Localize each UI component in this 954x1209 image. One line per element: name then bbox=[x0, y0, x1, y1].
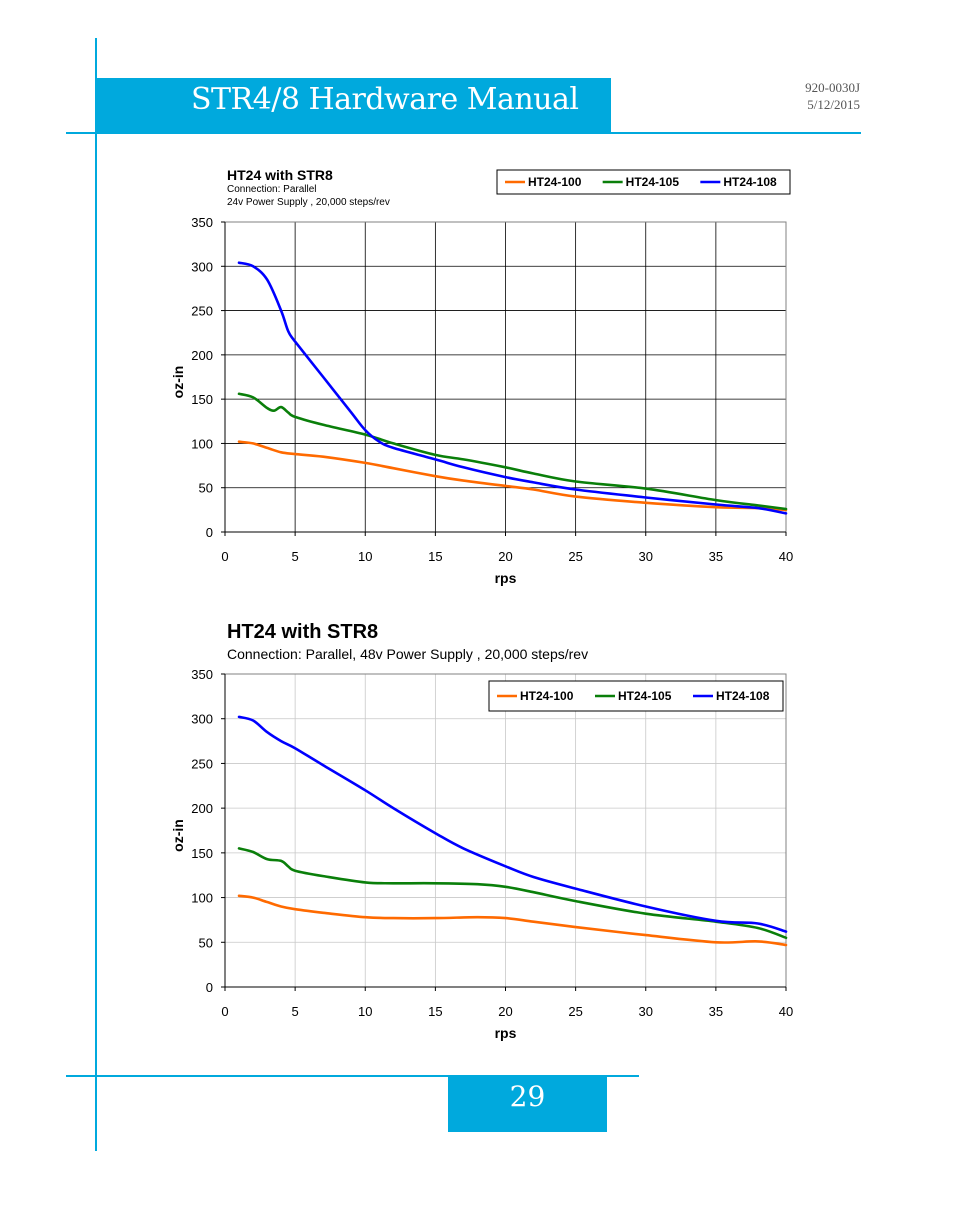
x-tick-label: 0 bbox=[221, 549, 228, 564]
header-banner: STR4/8 Hardware Manual bbox=[97, 78, 611, 133]
y-tick-label: 350 bbox=[191, 667, 213, 682]
footer-rule bbox=[66, 1075, 639, 1077]
x-tick-label: 30 bbox=[639, 549, 653, 564]
chart-title: HT24 with STR8 bbox=[227, 621, 378, 643]
x-tick-label: 15 bbox=[428, 549, 442, 564]
y-tick-label: 250 bbox=[191, 756, 213, 771]
y-tick-label: 250 bbox=[191, 304, 213, 319]
manual-title: STR4/8 Hardware Manual bbox=[191, 82, 579, 117]
legend-label-ht24-108: HT24-108 bbox=[716, 689, 770, 703]
doc-number: 920-0030J bbox=[805, 80, 860, 95]
y-tick-label: 100 bbox=[191, 436, 213, 451]
x-axis-label: rps bbox=[495, 570, 517, 586]
chart-subtitle: 24v Power Supply , 20,000 steps/rev bbox=[227, 197, 390, 208]
y-axis-label: oz-in bbox=[170, 819, 186, 852]
x-tick-label: 40 bbox=[779, 1004, 793, 1019]
y-tick-label: 200 bbox=[191, 801, 213, 816]
y-tick-label: 300 bbox=[191, 259, 213, 274]
doc-date: 5/12/2015 bbox=[807, 97, 860, 112]
x-tick-label: 40 bbox=[779, 549, 793, 564]
x-tick-label: 10 bbox=[358, 549, 372, 564]
y-tick-label: 200 bbox=[191, 348, 213, 363]
page-number: 29 bbox=[448, 1075, 607, 1132]
x-tick-label: 15 bbox=[428, 1004, 442, 1019]
legend-label-ht24-108: HT24-108 bbox=[723, 175, 777, 189]
series-line-ht24-100 bbox=[237, 894, 788, 947]
legend-label-ht24-100: HT24-100 bbox=[520, 689, 574, 703]
x-tick-label: 20 bbox=[498, 549, 512, 564]
x-tick-label: 0 bbox=[221, 1004, 228, 1019]
x-tick-label: 30 bbox=[639, 1004, 653, 1019]
x-tick-label: 5 bbox=[292, 549, 299, 564]
series-line-ht24-105 bbox=[237, 392, 788, 511]
x-tick-label: 35 bbox=[709, 549, 723, 564]
legend-label-ht24-105: HT24-105 bbox=[618, 689, 672, 703]
legend-label-ht24-100: HT24-100 bbox=[528, 175, 582, 189]
y-tick-label: 350 bbox=[191, 215, 213, 230]
left-margin-rule bbox=[95, 38, 97, 1151]
y-tick-label: 50 bbox=[199, 935, 213, 950]
series-line-ht24-108 bbox=[237, 261, 788, 515]
legend-box bbox=[488, 680, 784, 712]
legend-label-ht24-105: HT24-105 bbox=[626, 175, 680, 189]
y-tick-label: 0 bbox=[206, 980, 213, 995]
x-tick-label: 35 bbox=[709, 1004, 723, 1019]
x-tick-label: 25 bbox=[568, 1004, 582, 1019]
series-line-ht24-108 bbox=[237, 715, 788, 933]
series-line-ht24-105 bbox=[237, 847, 788, 940]
y-tick-label: 150 bbox=[191, 846, 213, 861]
x-tick-label: 5 bbox=[292, 1004, 299, 1019]
header-rule bbox=[66, 132, 861, 134]
y-axis-label: oz-in bbox=[170, 366, 186, 399]
y-tick-label: 0 bbox=[206, 525, 213, 540]
x-axis-label: rps bbox=[495, 1025, 517, 1041]
chart-subtitle: Connection: Parallel, 48v Power Supply ,… bbox=[227, 646, 588, 662]
series-line-ht24-100 bbox=[237, 440, 788, 512]
chart-title: HT24 with STR8 bbox=[227, 167, 333, 183]
chart-subtitle: Connection: Parallel bbox=[227, 184, 317, 195]
y-tick-label: 50 bbox=[199, 481, 213, 496]
legend-box bbox=[496, 169, 791, 195]
torque-chart-48v: HT24 with STR8 Connection: Parallel, 48v … bbox=[170, 621, 793, 1041]
y-tick-label: 300 bbox=[191, 712, 213, 727]
x-tick-label: 10 bbox=[358, 1004, 372, 1019]
document-info: 920-0030J 5/12/2015 bbox=[805, 79, 860, 113]
y-tick-label: 150 bbox=[191, 392, 213, 407]
y-tick-label: 100 bbox=[191, 891, 213, 906]
x-tick-label: 25 bbox=[568, 549, 582, 564]
x-tick-label: 20 bbox=[498, 1004, 512, 1019]
